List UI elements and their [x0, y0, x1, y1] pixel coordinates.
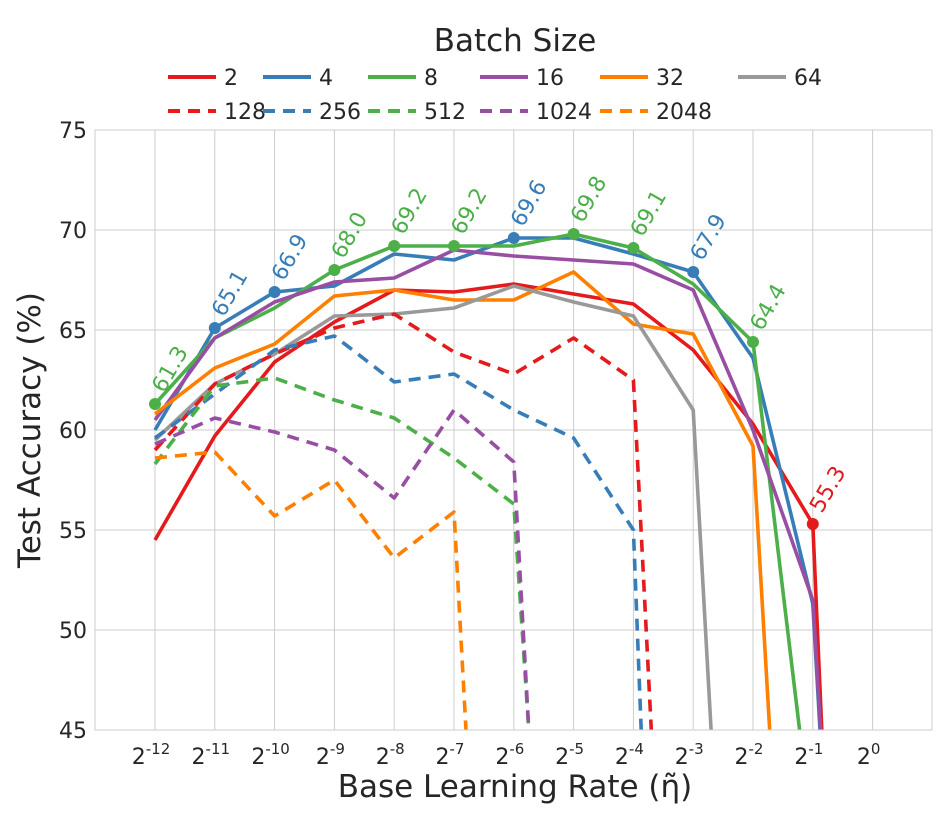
x-tick-label: 2-3: [675, 740, 704, 770]
y-tick-label: 50: [59, 619, 87, 644]
series-line-128: [153, 312, 654, 731]
best-markers: [149, 228, 819, 530]
series-line-1024: [154, 408, 531, 731]
best-point-marker: [747, 336, 759, 348]
x-tick-label: 2-8: [376, 740, 405, 770]
legend-label-2048: 2048: [656, 100, 712, 125]
legend-label-2: 2: [224, 66, 238, 91]
y-tick-label: 70: [59, 219, 87, 244]
x-tick-label: 2-12: [132, 740, 171, 770]
series-line-8: [153, 232, 802, 731]
legend-label-8: 8: [424, 66, 438, 91]
series-line-16: [153, 248, 823, 731]
legend-label-64: 64: [794, 66, 822, 91]
legend-label-16: 16: [536, 66, 564, 91]
best-point-marker: [268, 286, 281, 298]
x-tick-label: 2-10: [251, 740, 290, 770]
x-tick-label: 2-9: [316, 740, 345, 770]
legend: 2 4 8 16 32 64 128 256 512 1024 2048: [168, 66, 822, 125]
best-point-marker: [388, 240, 401, 252]
best-point-marker: [567, 228, 580, 240]
y-tick-labels: 45 50 55 60 65 70 75: [59, 119, 87, 744]
series-line-512: [153, 376, 531, 731]
plot-frame: [94, 129, 933, 731]
series-line-2: [153, 282, 824, 731]
x-tick-label: 2-5: [555, 740, 584, 770]
legend-title: Batch Size: [434, 23, 597, 59]
best-point-marker: [149, 398, 161, 410]
y-axis-label: Test Accuracy (%): [12, 292, 48, 569]
x-tick-label: 2-2: [735, 740, 764, 770]
x-tick-label: 2-7: [436, 740, 465, 770]
legend-label-32: 32: [656, 66, 684, 91]
y-tick-label: 55: [59, 519, 87, 544]
best-point-marker: [687, 266, 700, 278]
best-point-marker: [507, 232, 520, 244]
x-tick-label: 2-6: [495, 740, 524, 770]
y-tick-label: 75: [59, 119, 87, 144]
best-point-marker: [448, 240, 460, 252]
legend-label-256: 256: [319, 100, 361, 125]
best-point-marker: [806, 518, 819, 530]
series-line-32: [153, 270, 772, 731]
x-tick-label: 2-11: [192, 740, 231, 770]
legend-label-128: 128: [224, 100, 266, 125]
best-point-marker: [328, 264, 341, 276]
series-line-2048: [154, 450, 468, 731]
x-axis-label: Base Learning Rate (η̃): [338, 769, 693, 805]
x-tick-labels: 2-12 2-11 2-10 2-9 2-8 2-7 2-6 2-5 2-4 2-3 2-2 2-1 2…: [132, 740, 881, 770]
x-tick-label: 20: [857, 740, 881, 770]
legend-label-512: 512: [424, 100, 466, 125]
legend-label-1024: 1024: [536, 100, 592, 125]
best-point-marker: [208, 322, 221, 334]
y-tick-label: 65: [59, 319, 87, 344]
x-tick-label: 2-1: [794, 740, 823, 770]
y-tick-label: 45: [59, 719, 87, 744]
legend-label-4: 4: [319, 66, 333, 91]
series-line-256: [153, 334, 643, 731]
y-tick-label: 60: [59, 419, 87, 444]
best-point-marker: [627, 242, 640, 254]
x-tick-label: 2-4: [615, 740, 644, 770]
